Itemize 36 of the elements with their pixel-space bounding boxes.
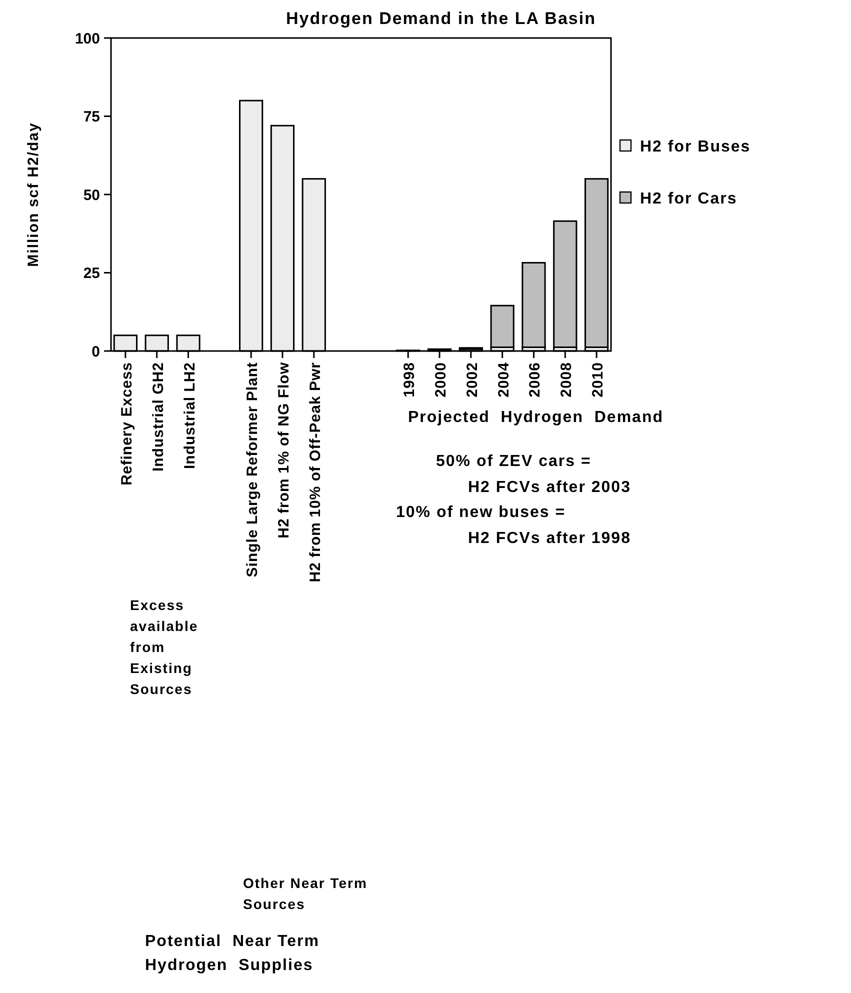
x-tick-label: H2 from 10% of Off-Peak Pwr (306, 362, 324, 582)
y-tick-label: 100 (74, 30, 100, 48)
chart-title: Hydrogen Demand in the LA Basin (286, 9, 596, 28)
text: H2 FCVs after 2003 (468, 479, 631, 496)
y-tick-label: 25 (83, 265, 100, 282)
text: 50% of ZEV cars = (436, 453, 592, 470)
text: H2 FCVs after 1998 (468, 530, 631, 547)
text: Other Near Term (243, 875, 368, 891)
text: Sources (243, 896, 306, 912)
text: Hydrogen Supplies (145, 957, 314, 974)
x-tick-label: 2004 (495, 362, 512, 398)
text: Excess (130, 597, 184, 613)
x-tick-label: Industrial LH2 (181, 362, 198, 470)
y-tick-label: 50 (83, 186, 100, 204)
y-tick-label: 0 (92, 343, 100, 360)
text: available (130, 618, 198, 634)
x-tick-label: 2008 (558, 362, 576, 398)
x-tick-label: 2002 (464, 362, 481, 398)
x-tick-label: 2010 (590, 362, 607, 398)
text: Existing (130, 660, 192, 676)
x-tick-label: Refinery Excess (118, 362, 136, 486)
legend-label: H2 for Cars (640, 190, 738, 208)
x-tick-label: Industrial GH2 (150, 362, 167, 472)
x-tick-label: 1998 (401, 362, 418, 398)
y-axis-title: Million scf H2/day (25, 122, 42, 267)
x-tick-label: H2 from 1% of NG Flow (275, 362, 292, 538)
text: Sources (130, 681, 192, 697)
x-tick-label: Single Large Reformer Plant (244, 362, 262, 578)
y-tick-label: 75 (83, 108, 100, 126)
text: 10% of new buses = (396, 504, 566, 521)
text: Potential Near Term (145, 933, 320, 950)
text: from (130, 639, 166, 655)
x-tick-label: 2006 (526, 362, 544, 398)
legend-label: H2 for Buses (640, 138, 751, 156)
text: Projected Hydrogen Demand (408, 409, 664, 426)
x-tick-label: 2000 (432, 362, 450, 398)
